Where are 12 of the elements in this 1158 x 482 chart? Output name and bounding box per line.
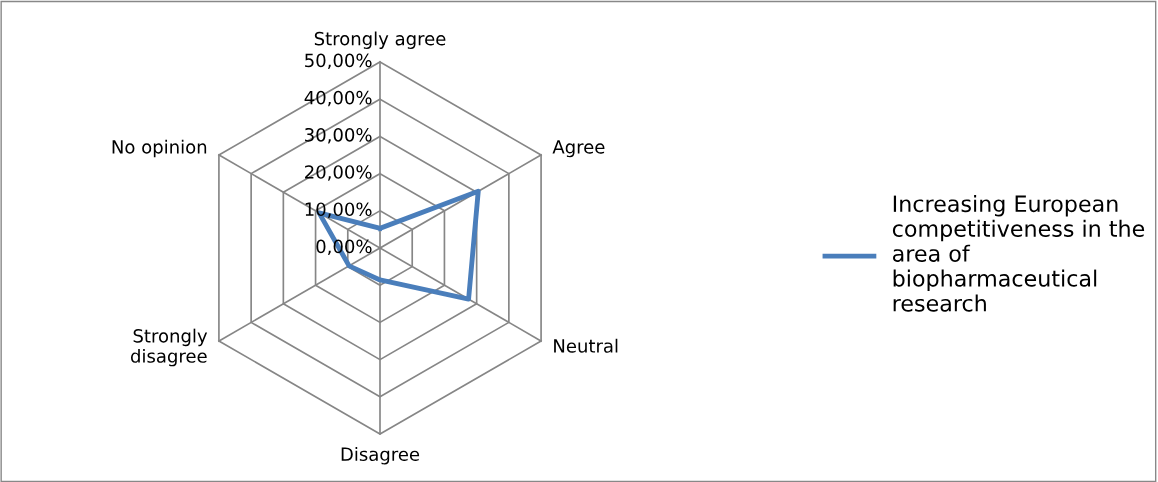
y-tick-label: 10,00% <box>305 202 372 218</box>
legend-label: Increasing European competitiveness in the area of biopharmaceutical research <box>892 194 1145 312</box>
spoke-label: No opinion <box>112 139 207 158</box>
y-tick-label: 40,00% <box>304 90 372 107</box>
spoke-label: Strongly disagree <box>130 328 208 367</box>
spoke-label: Agree <box>552 140 605 158</box>
y-tick-label: 20,00% <box>305 165 372 181</box>
y-tick-label: 50,00% <box>305 53 372 70</box>
spoke-label: Disagree <box>341 447 420 465</box>
y-tick-label: 30,00% <box>305 127 372 144</box>
spoke-label: Strongly agree <box>314 31 446 49</box>
spoke-label: Neutral <box>554 338 618 353</box>
